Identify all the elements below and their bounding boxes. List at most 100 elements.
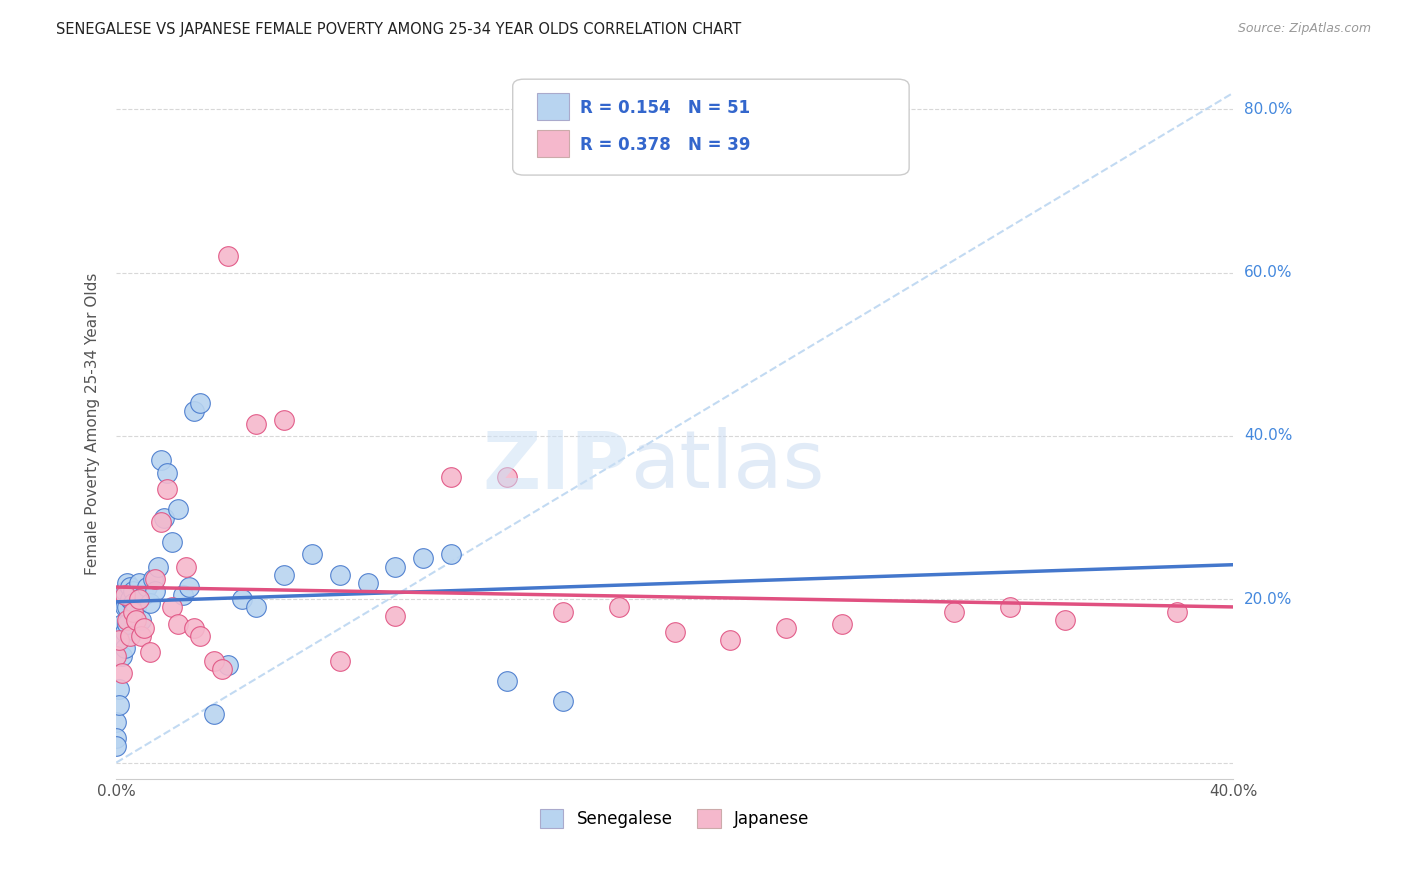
Point	[114, 600, 136, 615]
Point	[356, 576, 378, 591]
Point	[664, 624, 686, 639]
Point	[160, 600, 183, 615]
Point	[139, 596, 162, 610]
Point	[998, 600, 1021, 615]
Point	[183, 404, 205, 418]
Point	[120, 580, 142, 594]
Point	[114, 588, 136, 602]
Point	[188, 629, 211, 643]
Text: 40.0%: 40.0%	[1244, 428, 1292, 443]
Point	[125, 613, 148, 627]
Point	[139, 645, 162, 659]
Point	[273, 412, 295, 426]
Point	[301, 547, 323, 561]
Point	[775, 621, 797, 635]
Point	[329, 567, 352, 582]
Point	[142, 572, 165, 586]
Point	[122, 584, 145, 599]
Text: SENEGALESE VS JAPANESE FEMALE POVERTY AMONG 25-34 YEAR OLDS CORRELATION CHART: SENEGALESE VS JAPANESE FEMALE POVERTY AM…	[56, 22, 741, 37]
Point	[217, 249, 239, 263]
Point	[114, 641, 136, 656]
Point	[111, 592, 134, 607]
Text: 80.0%: 80.0%	[1244, 102, 1292, 117]
Y-axis label: Female Poverty Among 25-34 Year Olds: Female Poverty Among 25-34 Year Olds	[86, 273, 100, 575]
Point	[143, 572, 166, 586]
Point	[108, 633, 131, 648]
Point	[202, 706, 225, 721]
Point	[146, 559, 169, 574]
Point	[111, 649, 134, 664]
Point	[117, 576, 139, 591]
Point	[120, 592, 142, 607]
Text: 20.0%: 20.0%	[1244, 591, 1292, 607]
Point	[412, 551, 434, 566]
Point	[108, 698, 131, 713]
Point	[273, 567, 295, 582]
Point	[188, 396, 211, 410]
Point	[114, 624, 136, 639]
Text: atlas: atlas	[630, 427, 824, 506]
Point	[117, 616, 139, 631]
Point	[136, 580, 159, 594]
Point	[128, 576, 150, 591]
Point	[122, 596, 145, 610]
Point	[117, 613, 139, 627]
Point	[166, 502, 188, 516]
Point	[152, 510, 174, 524]
Point	[166, 616, 188, 631]
Point	[211, 662, 233, 676]
Text: Source: ZipAtlas.com: Source: ZipAtlas.com	[1237, 22, 1371, 36]
Point	[384, 559, 406, 574]
Point	[128, 592, 150, 607]
Point	[496, 470, 519, 484]
Point	[177, 580, 200, 594]
Legend: Senegalese, Japanese: Senegalese, Japanese	[533, 802, 815, 835]
Text: 60.0%: 60.0%	[1244, 265, 1292, 280]
Point	[108, 633, 131, 648]
Point	[105, 731, 128, 745]
Point	[384, 608, 406, 623]
Text: R = 0.378   N = 39: R = 0.378 N = 39	[579, 136, 751, 153]
Point	[120, 629, 142, 643]
Point	[111, 616, 134, 631]
FancyBboxPatch shape	[537, 94, 568, 120]
Point	[831, 616, 853, 631]
Point	[1054, 613, 1077, 627]
FancyBboxPatch shape	[513, 79, 910, 175]
Point	[551, 605, 574, 619]
Point	[720, 633, 742, 648]
Point	[174, 559, 197, 574]
Point	[329, 653, 352, 667]
Point	[155, 482, 177, 496]
Point	[149, 515, 172, 529]
Point	[108, 682, 131, 697]
Point	[122, 605, 145, 619]
Point	[183, 621, 205, 635]
Point	[105, 739, 128, 754]
Text: R = 0.154   N = 51: R = 0.154 N = 51	[579, 99, 749, 117]
Point	[155, 466, 177, 480]
Point	[440, 547, 463, 561]
Point	[131, 629, 153, 643]
Point	[942, 605, 965, 619]
Point	[105, 714, 128, 729]
Point	[551, 694, 574, 708]
Point	[134, 621, 156, 635]
Point	[125, 600, 148, 615]
Point	[1166, 605, 1188, 619]
Point	[160, 535, 183, 549]
FancyBboxPatch shape	[537, 130, 568, 157]
Point	[143, 584, 166, 599]
Point	[231, 592, 253, 607]
Point	[111, 665, 134, 680]
Point	[172, 588, 194, 602]
Text: ZIP: ZIP	[482, 427, 630, 506]
Point	[245, 417, 267, 431]
Point	[202, 653, 225, 667]
Point	[117, 600, 139, 615]
Point	[105, 649, 128, 664]
Point	[607, 600, 630, 615]
Point	[149, 453, 172, 467]
Point	[114, 584, 136, 599]
Point	[496, 673, 519, 688]
